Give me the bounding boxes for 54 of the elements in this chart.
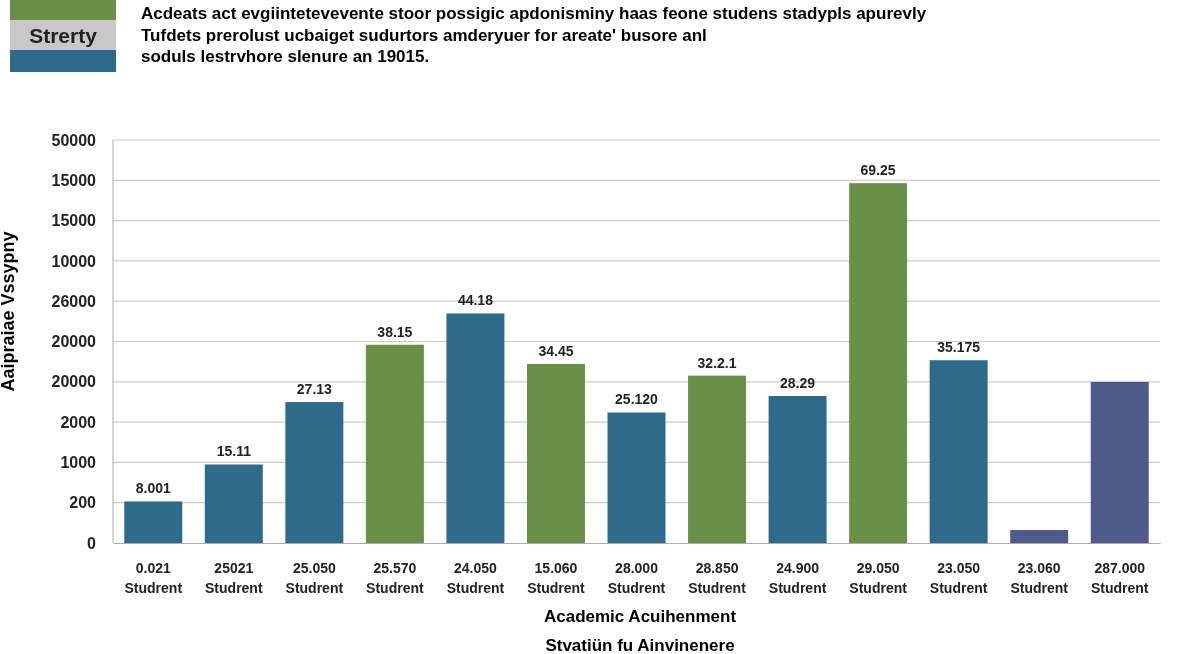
data-label: 27.13	[296, 381, 333, 398]
x-tick-label: 287.000 Studrent	[1090, 560, 1149, 596]
data-label: 35.175	[937, 339, 981, 356]
bar	[607, 412, 666, 543]
x-tick-label: 23.050 Studrent	[929, 560, 988, 596]
text: 1000	[60, 454, 97, 471]
bar	[204, 464, 263, 543]
text: 0	[87, 534, 97, 552]
x-tick-label: 25.570 Studrent	[366, 560, 424, 596]
bar	[849, 183, 908, 543]
bar	[365, 344, 424, 543]
bar	[1010, 530, 1069, 543]
text: 50000	[51, 131, 97, 149]
data-label: 15.11	[216, 443, 252, 460]
x-axis-title: Academic Acuihenment	[543, 607, 737, 626]
text: 200	[69, 494, 97, 512]
data-label: 38.15	[377, 323, 413, 340]
x-tick-label: 28.000 Studrent	[607, 560, 666, 596]
text: 20000	[51, 373, 97, 391]
x-tick-label: 0.021 Studrent	[124, 560, 183, 596]
x-tick-label: 25.050 Studrent	[285, 560, 344, 596]
bar	[446, 313, 505, 543]
text: 20000	[51, 333, 97, 351]
bar	[285, 402, 344, 543]
x-tick-label: 23.060 Studrent	[1010, 560, 1069, 596]
bar	[929, 360, 988, 543]
bar	[526, 364, 585, 543]
x-tick-label: 15.060 Studrent	[527, 560, 586, 596]
data-label: 44.18	[457, 292, 494, 309]
data-label: 25.120	[615, 391, 659, 408]
x-tick-label: 29.050 Studrent	[849, 560, 908, 596]
text: Aaipraiae Vssypny	[0, 231, 18, 392]
data-label: 69.25	[860, 162, 896, 179]
bar	[124, 501, 183, 543]
chart-title: Acdeats act evgiintetevevente stoor possigic apdonisminy haas feone studens stadypls apurevly	[141, 4, 927, 23]
bar	[1090, 381, 1149, 543]
data-label: 8.001	[135, 480, 171, 497]
data-label: 34.45	[538, 343, 574, 359]
bar	[688, 375, 747, 543]
text: 15000	[51, 171, 97, 189]
text: Stvatiün fu Ainvinenere	[545, 636, 735, 654]
x-tick-label: 28.850 Studrent	[688, 560, 747, 596]
text: 26000	[51, 292, 97, 310]
text: 15000	[51, 212, 97, 230]
x-tick-label: 24.050 Studrent	[446, 560, 505, 596]
text: 2000	[60, 413, 97, 431]
text: 10000	[51, 252, 97, 270]
text: Strerty	[29, 24, 98, 47]
x-tick-label: 25021 Studrent	[205, 560, 263, 596]
bar	[768, 396, 827, 543]
x-tick-label: 24.900 Studrent	[768, 560, 827, 596]
chart-subtitle: Tufdets prerolust ucbaiget sudurtors amderyuer for areate' busore anl soduls lestrvhore slenure an 19015.	[141, 26, 707, 66]
data-label: 28.29	[780, 375, 816, 392]
data-label: 32.2.1	[697, 354, 737, 371]
